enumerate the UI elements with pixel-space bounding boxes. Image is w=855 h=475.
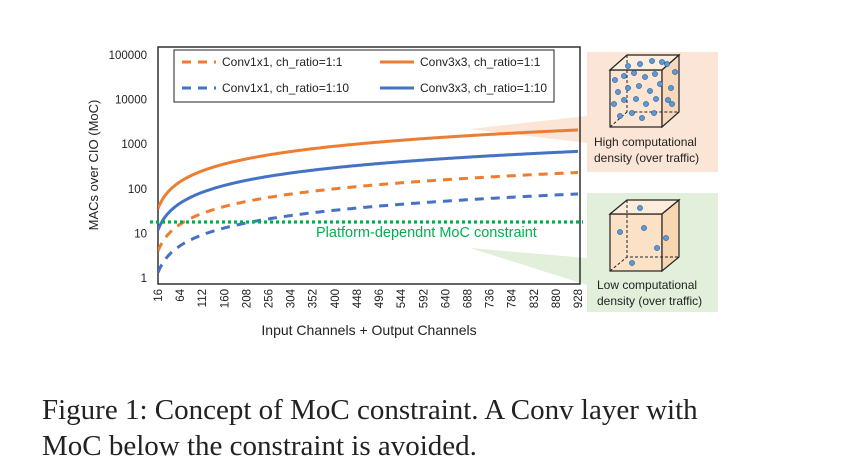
x-tick-label: 688 bbox=[462, 289, 474, 308]
y-tick-label: 1000 bbox=[121, 139, 147, 151]
y-tick-label: 100 bbox=[128, 184, 147, 196]
particle bbox=[672, 69, 678, 75]
particle bbox=[637, 205, 643, 211]
legend: Conv1x1, ch_ratio=1:1 Conv3x3, ch_ratio=1… bbox=[173, 49, 555, 103]
series-line bbox=[158, 149, 578, 231]
series-layer bbox=[158, 128, 579, 274]
x-tick-label: 208 bbox=[241, 289, 253, 308]
high-density-cube-icon bbox=[608, 53, 681, 129]
x-tick-label: 640 bbox=[440, 289, 452, 308]
y-tick-label: 10000 bbox=[115, 95, 147, 107]
particle bbox=[633, 96, 639, 102]
legend-entry: Conv3x3, ch_ratio=1:1 bbox=[420, 55, 541, 69]
particle bbox=[615, 89, 621, 95]
y-tick-label: 100000 bbox=[109, 50, 147, 62]
particle bbox=[643, 101, 649, 107]
y-axis-label: MACs over CIO (MoC) bbox=[86, 100, 101, 231]
particle bbox=[651, 110, 657, 116]
particle bbox=[612, 77, 618, 83]
particle bbox=[637, 61, 643, 67]
x-tick-label: 880 bbox=[551, 289, 563, 308]
high-density-label-line2: density (over traffic) bbox=[594, 151, 699, 165]
particle bbox=[621, 97, 627, 103]
particle bbox=[668, 85, 674, 91]
caption-line-2: MoC below the constraint is avoided. bbox=[42, 430, 477, 462]
x-tick-label: 256 bbox=[264, 289, 276, 308]
particle bbox=[659, 59, 665, 65]
x-tick-label: 400 bbox=[330, 289, 342, 308]
legend-entry: Conv1x1, ch_ratio=1:1 bbox=[222, 55, 343, 69]
x-tick-label: 448 bbox=[352, 289, 364, 308]
y-axis-ticks: 1 10 100 1000 10000 100000 bbox=[109, 50, 147, 285]
x-axis-ticks: 16 64 112 160 208 256 304 352 400 448 496 544 592 640… bbox=[153, 288, 585, 308]
x-axis-label: Input Channels + Output Channels bbox=[261, 322, 476, 338]
high-density-label-line1: High computational bbox=[594, 135, 697, 149]
particle bbox=[617, 113, 623, 119]
particle bbox=[653, 96, 659, 102]
y-tick-label: 1 bbox=[141, 273, 147, 285]
x-tick-label: 304 bbox=[286, 288, 298, 308]
particle bbox=[647, 88, 653, 94]
particle bbox=[621, 73, 627, 79]
particle bbox=[641, 225, 647, 231]
particle bbox=[669, 101, 675, 107]
particle bbox=[611, 101, 617, 107]
x-tick-label: 112 bbox=[197, 289, 209, 307]
particle bbox=[654, 245, 660, 251]
legend-entry: Conv3x3, ch_ratio=1:10 bbox=[420, 81, 547, 95]
dense-particles bbox=[611, 58, 678, 121]
x-tick-label: 544 bbox=[396, 288, 408, 308]
x-tick-label: 160 bbox=[219, 289, 231, 308]
x-tick-label: 928 bbox=[573, 289, 585, 308]
x-tick-label: 496 bbox=[374, 289, 386, 308]
particle bbox=[657, 81, 663, 87]
y-tick-label: 10 bbox=[134, 228, 147, 240]
moc-constraint-label: Platform-dependnt MoC constraint bbox=[316, 225, 537, 241]
plot-frame bbox=[157, 46, 581, 285]
particle bbox=[636, 83, 642, 89]
x-tick-label: 832 bbox=[529, 289, 541, 308]
low-density-label-line2: density (over traffic) bbox=[597, 294, 702, 308]
x-tick-label: 592 bbox=[418, 289, 430, 308]
series-line bbox=[158, 171, 578, 252]
x-tick-label: 736 bbox=[485, 289, 497, 308]
particle bbox=[663, 235, 669, 241]
particle bbox=[664, 61, 670, 67]
x-tick-label: 64 bbox=[175, 288, 187, 301]
particle bbox=[625, 63, 631, 69]
particle bbox=[639, 115, 645, 121]
particle bbox=[652, 71, 658, 77]
low-density-label-line1: Low computational bbox=[597, 278, 697, 292]
particle bbox=[629, 260, 635, 266]
series-line bbox=[158, 128, 579, 210]
x-tick-label: 784 bbox=[507, 288, 519, 308]
legend-entry: Conv1x1, ch_ratio=1:10 bbox=[222, 81, 349, 95]
series-line bbox=[158, 192, 579, 274]
figure-caption: Figure 1: Concept of MoC constraint. A C… bbox=[42, 392, 842, 464]
particle bbox=[642, 74, 648, 80]
particle bbox=[649, 58, 655, 64]
sparse-particles bbox=[617, 205, 669, 266]
x-tick-label: 16 bbox=[153, 289, 165, 302]
particle bbox=[631, 70, 637, 76]
particle bbox=[665, 97, 671, 103]
caption-line-1: Figure 1: Concept of MoC constraint. A C… bbox=[42, 394, 698, 426]
x-tick-label: 352 bbox=[308, 289, 320, 308]
legend-box bbox=[173, 49, 555, 103]
particle bbox=[617, 229, 623, 235]
particle bbox=[625, 85, 631, 91]
low-density-cube-icon bbox=[608, 198, 681, 273]
particle bbox=[629, 110, 635, 116]
